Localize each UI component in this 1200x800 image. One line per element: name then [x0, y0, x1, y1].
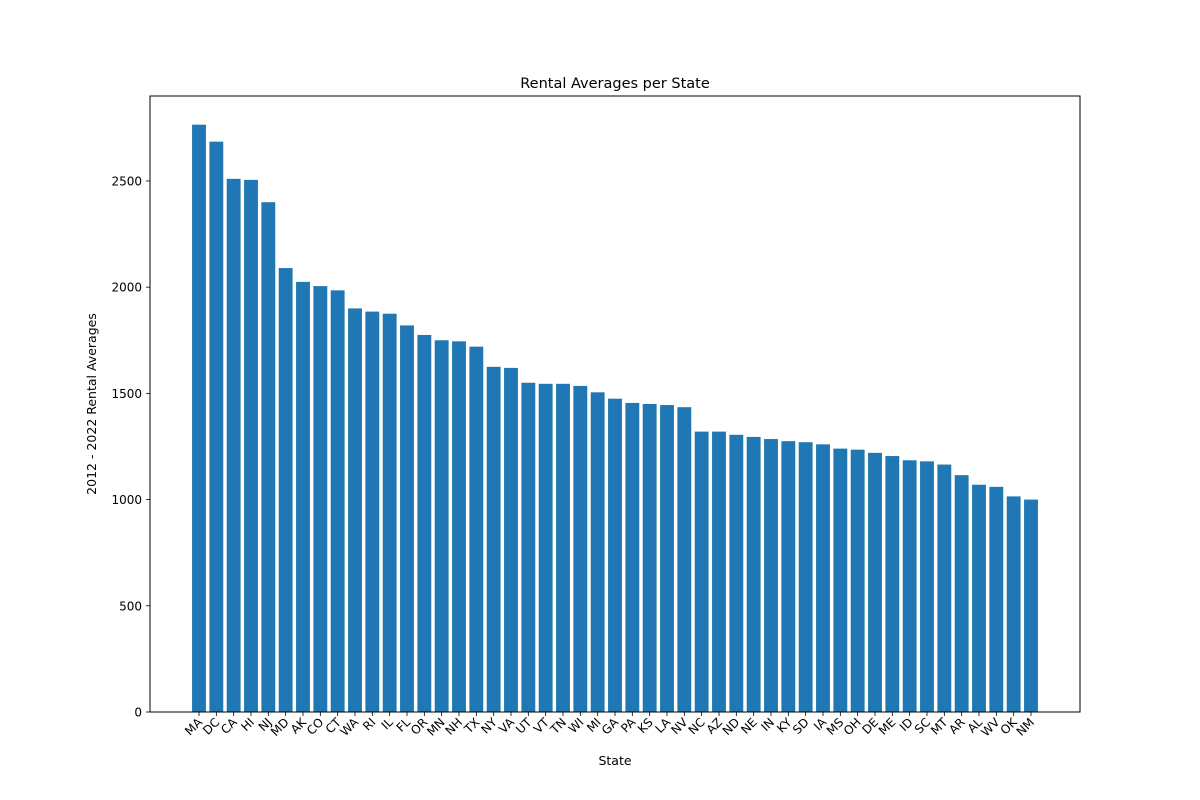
bar-mn — [434, 340, 449, 712]
y-tick-label-500: 500 — [119, 599, 142, 613]
bar-tx — [469, 346, 484, 712]
bar-ok — [1006, 496, 1021, 712]
bar-wa — [348, 308, 362, 712]
y-tick-label-2000: 2000 — [111, 281, 142, 295]
bar-me — [885, 456, 900, 712]
bar-de — [868, 452, 882, 712]
bar-md — [278, 268, 293, 712]
bar-or — [417, 334, 432, 712]
bar-ny — [486, 366, 501, 712]
bar-ca — [226, 178, 241, 713]
bar-id — [902, 460, 917, 712]
y-tick-label-0: 0 — [134, 706, 142, 720]
bar-ri — [365, 311, 380, 712]
y-tick-label-1500: 1500 — [111, 387, 142, 401]
bar-nh — [452, 341, 466, 712]
bar-ma — [192, 124, 206, 713]
bar-in — [764, 439, 778, 712]
bar-va — [504, 367, 518, 712]
x-tick-label-me: ME — [876, 715, 899, 738]
chart-title: Rental Averages per State — [520, 76, 710, 92]
bar-wi — [573, 385, 588, 712]
bar-sc — [920, 461, 934, 712]
bar-hi — [244, 179, 258, 712]
bar-co — [313, 286, 328, 712]
bar-dc — [209, 141, 224, 713]
bar-fl — [400, 325, 414, 712]
x-tick-label-hi: HI — [238, 715, 257, 734]
bar-nd — [729, 434, 744, 712]
bar-ga — [608, 398, 622, 712]
bar-nv — [677, 407, 692, 712]
bar-ne — [746, 436, 761, 712]
bar-nj — [261, 202, 276, 712]
bar-la — [660, 405, 674, 712]
bar-nm — [1024, 499, 1038, 712]
bar-oh — [850, 449, 865, 712]
bar-ky — [781, 441, 796, 712]
bar-vt — [538, 383, 553, 712]
bar-wv — [989, 486, 1004, 712]
bar-az — [712, 431, 726, 712]
bar-ut — [521, 382, 536, 712]
bar-ak — [296, 281, 310, 712]
bar-pa — [625, 402, 640, 712]
x-tick-label-ne: NE — [738, 715, 760, 737]
y-tick-label-2500: 2500 — [111, 174, 142, 188]
x-tick-label-nm: NM — [1014, 715, 1038, 739]
bar-mt — [937, 464, 952, 712]
bar-ms — [833, 448, 848, 712]
x-tick-label-ca: CA — [218, 715, 240, 737]
bar-mi — [590, 392, 605, 712]
bar-ct — [330, 290, 345, 712]
y-axis-label: 2012 - 2022 Rental Averages — [84, 313, 99, 495]
x-tick-label-wa: WA — [337, 715, 361, 739]
bar-sd — [798, 442, 813, 712]
bar-ks — [642, 404, 657, 712]
x-tick-label-ri: RI — [360, 715, 378, 733]
x-tick-label-sd: SD — [790, 715, 812, 737]
bars-group — [192, 124, 1038, 713]
bar-nc — [694, 431, 709, 712]
bar-al — [972, 484, 986, 712]
y-tick-label-1000: 1000 — [111, 493, 142, 507]
y-axis: 0 500 1000 1500 2000 2500 — [111, 174, 150, 720]
bar-tn — [556, 383, 570, 712]
x-axis-label: State — [598, 753, 631, 768]
bar-il — [382, 313, 397, 712]
bar-ar — [954, 475, 969, 712]
bar-ia — [816, 444, 830, 712]
